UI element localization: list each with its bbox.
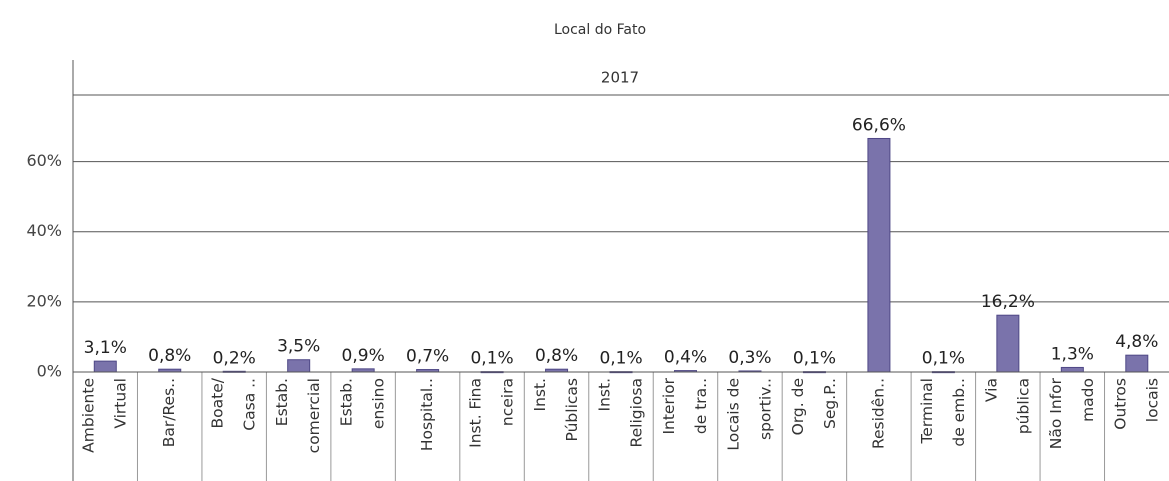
y-tick-label: 0% [37, 362, 62, 381]
x-tick-label: Terminal [918, 378, 936, 445]
value-label: 3,5% [277, 337, 320, 357]
x-tick-label: Bar/Res.. [160, 378, 178, 447]
x-tick-label: Religiosa [628, 378, 646, 447]
x-tick-label: ensino [370, 378, 388, 429]
value-label: 0,4% [664, 348, 707, 368]
y-tick-label: 20% [26, 291, 62, 310]
x-tick-label: Públicas [563, 378, 581, 441]
x-tick-label: sportiv.. [756, 378, 774, 440]
value-label: 0,3% [728, 348, 771, 368]
x-tick-label: Outros [1111, 378, 1129, 430]
x-tick-label: Org. de [789, 378, 807, 435]
bar [93, 360, 117, 373]
bar [287, 359, 311, 373]
x-tick-label: Via [982, 378, 1000, 402]
value-label: 16,2% [981, 292, 1035, 312]
value-label: 66,6% [852, 115, 906, 135]
y-tick-label: 40% [26, 221, 62, 240]
chart-title: Local do Fato [554, 22, 646, 38]
value-label: 0,7% [406, 347, 449, 367]
value-label: 3,1% [84, 338, 127, 358]
value-label: 4,8% [1115, 332, 1158, 352]
x-tick-label: de emb.. [950, 378, 968, 447]
bar [996, 314, 1020, 373]
value-label: 0,1% [599, 349, 642, 369]
bar [1125, 354, 1149, 373]
x-tick-label: Seg.P.. [821, 378, 839, 429]
x-tick-label: nceira [499, 378, 517, 426]
value-label: 0,1% [470, 349, 513, 369]
x-tick-label: de tra.. [692, 378, 710, 434]
x-tick-label: mado [1079, 378, 1097, 422]
column-header: 2017 [601, 69, 639, 87]
value-label: 0,1% [793, 349, 836, 369]
x-tick-label: Estab. [273, 378, 291, 426]
x-tick-label: Casa .. [241, 378, 259, 431]
x-tick-label: Não Infor [1047, 377, 1065, 449]
bar [1060, 366, 1084, 373]
x-tick-label: Inst. Fina [467, 378, 485, 448]
x-tick-label: Residên.. [869, 378, 887, 449]
value-label: 0,1% [922, 349, 965, 369]
bar [867, 137, 891, 373]
x-tick-label: locais [1143, 378, 1161, 422]
x-tick-label: comercial [305, 378, 323, 453]
x-tick-label: Interior [660, 377, 678, 434]
x-tick-label: Locais de [724, 378, 742, 451]
x-tick-label: Inst. [531, 378, 549, 411]
x-tick-label: pública [1014, 378, 1032, 434]
x-tick-label: Hospital.. [418, 378, 436, 451]
value-label: 0,8% [148, 346, 191, 366]
x-tick-label: Virtual [112, 378, 130, 429]
y-tick-label: 60% [26, 151, 62, 170]
value-label: 0,2% [213, 348, 256, 368]
value-label: 1,3% [1051, 344, 1094, 364]
x-tick-label: Boate/ [209, 377, 227, 428]
x-tick-label: Ambiente [80, 378, 98, 453]
x-tick-label: Estab. [338, 378, 356, 426]
value-label: 0,8% [535, 346, 578, 366]
x-tick-label: Inst. [596, 378, 614, 411]
value-label: 0,9% [342, 346, 385, 366]
